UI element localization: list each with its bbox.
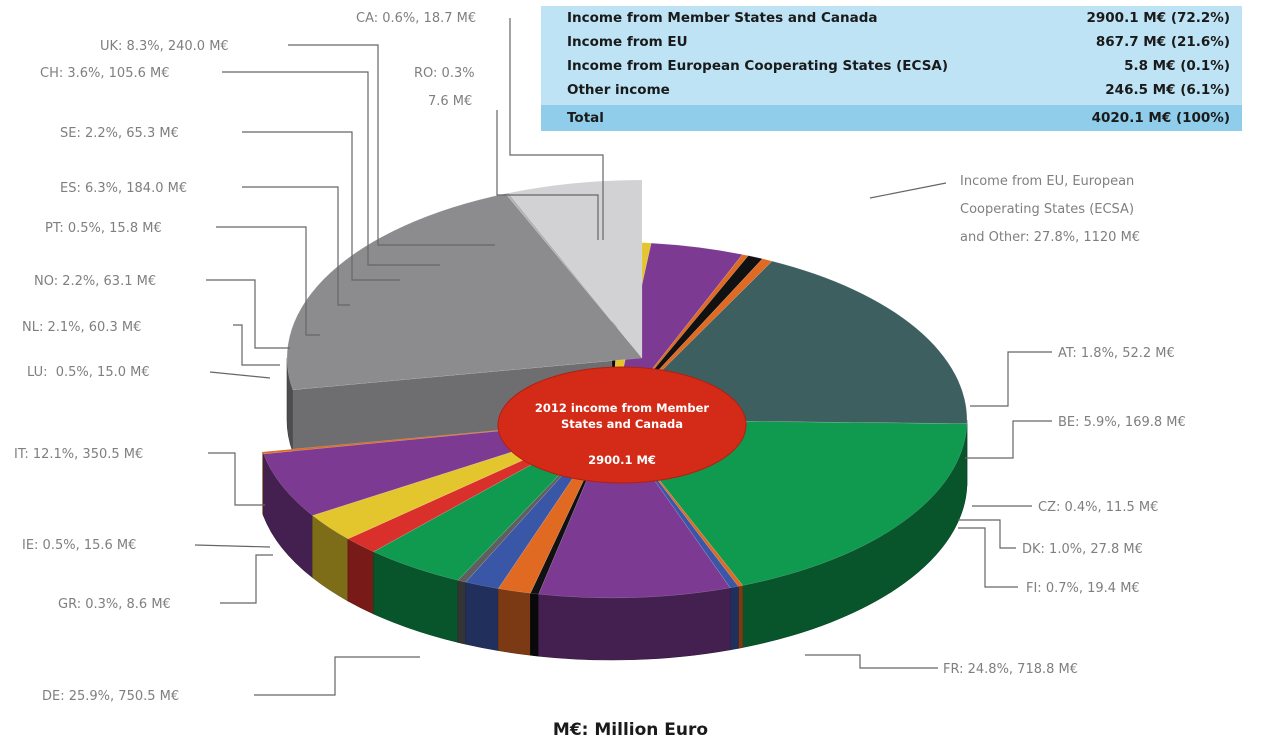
label-nl: NL: 2.1%, 60.3 M€ [22, 320, 141, 335]
leader-at [970, 351, 1052, 407]
label-exploded-1: Income from EU, European [960, 174, 1134, 189]
slice-side-ie [729, 585, 739, 651]
slice-labels: CA: 0.6%, 18.7 M€ UK: 8.3%, 240.0 M€ CH:… [14, 11, 1186, 704]
label-lu: LU: 0.5%, 15.0 M€ [27, 365, 150, 380]
income-summary-table: Income from Member States and Canada 290… [541, 6, 1242, 131]
leader-no [206, 279, 290, 349]
label-dk: DK: 1.0%, 27.8 M€ [1022, 542, 1143, 557]
label-fr: FR: 24.8%, 718.8 M€ [943, 662, 1078, 677]
slice-side-nl [497, 588, 531, 656]
label-ch: CH: 3.6%, 105.6 M€ [40, 66, 170, 81]
label-no: NO: 2.2%, 63.1 M€ [34, 274, 156, 289]
leader-se [242, 131, 400, 281]
unit-footnote: M€: Million Euro [552, 720, 709, 740]
leader-be [965, 420, 1052, 459]
leader-gr [220, 554, 273, 604]
total-value: 4020.1 M€ (100%) [1052, 105, 1242, 131]
table-row: Income from EU 867.7 M€ (21.6%) [541, 30, 1242, 54]
label-at: AT: 1.8%, 52.2 M€ [1058, 346, 1175, 361]
leader-es [242, 186, 350, 306]
leader-de [254, 656, 420, 696]
center-title-line2: States and Canada [561, 417, 683, 431]
label-es: ES: 6.3%, 184.0 M€ [60, 181, 187, 196]
label-it: IT: 12.1%, 350.5 M€ [14, 447, 143, 462]
label-ca: CA: 0.6%, 18.7 M€ [356, 11, 476, 26]
slice-exploded-2 [508, 179, 643, 359]
leader-pt [216, 226, 320, 336]
row-value: 5.8 M€ (0.1%) [1052, 54, 1242, 78]
label-fi: FI: 0.7%, 19.4 M€ [1026, 581, 1140, 596]
label-gr: GR: 0.3%, 8.6 M€ [58, 597, 171, 612]
leader-it [208, 452, 265, 506]
slice-exploded-0 [286, 193, 643, 391]
label-de: DE: 25.9%, 750.5 M€ [42, 689, 179, 704]
slice-side-pt [457, 579, 467, 645]
slice-side-lu [530, 592, 539, 657]
label-pt: PT: 0.5%, 15.8 M€ [45, 221, 162, 236]
slice-exploded-1 [505, 192, 643, 359]
total-label: Total [541, 105, 1053, 131]
row-label: Income from EU [541, 30, 1053, 54]
row-label: Other income [541, 78, 1053, 102]
leader-ie [194, 544, 271, 548]
leader-lu [209, 371, 271, 379]
table-row: Other income 246.5 M€ (6.1%) [541, 78, 1242, 102]
slice-side-gr [738, 585, 744, 649]
center-value: 2900.1 M€ [588, 453, 656, 467]
row-label: Income from European Cooperating States … [541, 54, 1053, 78]
leader-nl [233, 324, 280, 366]
slice-side-no [465, 581, 499, 651]
row-value: 246.5 M€ (6.1%) [1052, 78, 1242, 102]
leader-fi [958, 527, 1018, 588]
label-se: SE: 2.2%, 65.3 M€ [60, 126, 179, 141]
label-cz: CZ: 0.4%, 11.5 M€ [1038, 500, 1158, 515]
label-ie: IE: 0.5%, 15.6 M€ [22, 538, 136, 553]
label-uk: UK: 8.3%, 240.0 M€ [100, 39, 229, 54]
table-total-row: Total 4020.1 M€ (100%) [541, 105, 1242, 131]
label-exploded-3: and Other: 27.8%, 1120 M€ [960, 230, 1140, 245]
center-title-line1: 2012 income from Member [535, 401, 709, 415]
label-ro-value: 7.6 M€ [428, 94, 472, 109]
row-value: 867.7 M€ (21.6%) [1052, 30, 1242, 54]
leader-uk [288, 44, 495, 246]
row-label: Income from Member States and Canada [541, 6, 1053, 30]
table-row: Income from Member States and Canada 290… [541, 6, 1242, 30]
table-spacer [541, 102, 1242, 105]
label-be: BE: 5.9%, 169.8 M€ [1058, 415, 1186, 430]
leader-exploded [869, 182, 947, 199]
row-value: 2900.1 M€ (72.2%) [1052, 6, 1242, 30]
leader-ca [509, 18, 604, 240]
slice-it [538, 419, 731, 599]
leader-ro [496, 110, 599, 240]
leader-ch [222, 71, 440, 266]
leader-fr [805, 654, 938, 669]
table-row: Income from European Cooperating States … [541, 54, 1242, 78]
center-badge: 2012 income from Member States and Canad… [497, 366, 747, 484]
label-ro: RO: 0.3% [414, 66, 475, 81]
label-exploded-2: Cooperating States (ECSA) [960, 202, 1134, 217]
leader-lines [194, 18, 1052, 696]
leader-dk [958, 519, 1016, 549]
slice-side-it [538, 587, 731, 661]
